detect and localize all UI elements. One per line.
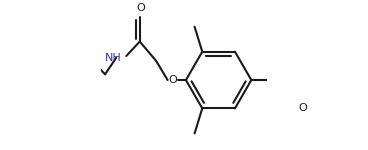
Text: NH: NH — [105, 53, 121, 63]
Text: O: O — [168, 75, 177, 85]
Text: O: O — [299, 103, 307, 113]
Text: O: O — [136, 3, 145, 13]
